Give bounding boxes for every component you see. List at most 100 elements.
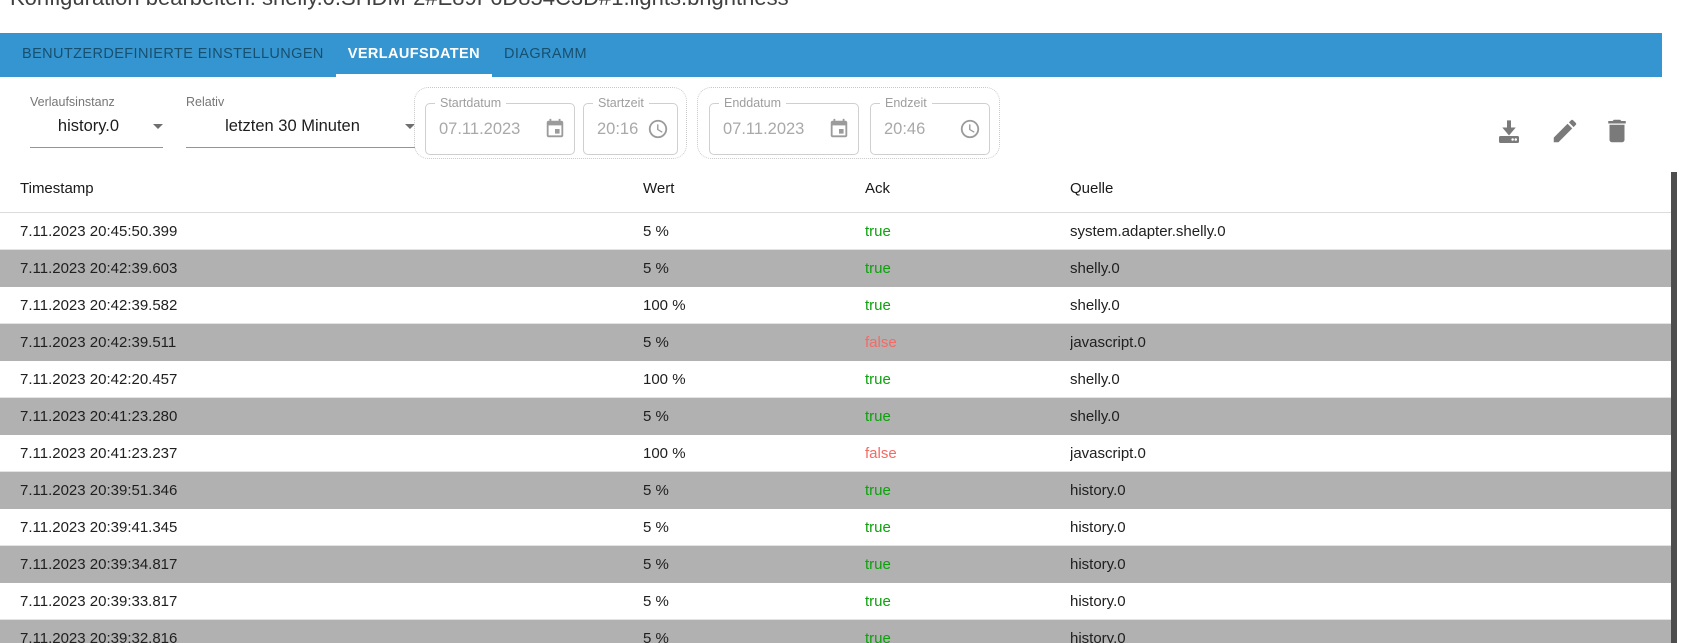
- cell-ack: true: [865, 407, 891, 425]
- edit-icon[interactable]: [1550, 116, 1580, 146]
- cell-timestamp: 7.11.2023 20:41:23.237: [20, 444, 178, 462]
- column-header-timestamp: Timestamp: [20, 180, 94, 197]
- cell-ack: false: [865, 444, 897, 462]
- cell-wert: 5 %: [643, 222, 669, 240]
- cell-wert: 5 %: [643, 407, 669, 425]
- start-date-label: Startdatum: [435, 96, 507, 111]
- table-row: 7.11.2023 20:39:34.817 5 % true history.…: [0, 546, 1677, 583]
- end-datetime-group: Enddatum 07.11.2023 Endzeit 20:46: [697, 87, 1000, 159]
- calendar-icon[interactable]: [828, 118, 850, 140]
- cell-timestamp: 7.11.2023 20:42:39.511: [20, 333, 177, 351]
- cell-quelle: shelly.0: [1070, 296, 1120, 314]
- start-date-value: 07.11.2023: [439, 119, 521, 138]
- cell-wert: 100 %: [643, 444, 686, 462]
- chevron-down-icon: [153, 124, 163, 129]
- start-time-field[interactable]: Startzeit 20:16: [583, 96, 678, 155]
- cell-timestamp: 7.11.2023 20:39:32.816: [20, 629, 178, 643]
- table-row: 7.11.2023 20:41:23.237 100 % false javas…: [0, 435, 1677, 472]
- cell-wert: 100 %: [643, 296, 686, 314]
- end-date-label: Enddatum: [719, 96, 786, 111]
- cell-quelle: history.0: [1070, 555, 1126, 573]
- history-table: Timestamp Wert Ack Quelle 7.11.2023 20:4…: [0, 165, 1677, 643]
- end-time-value: 20:46: [884, 119, 926, 138]
- cell-ack: true: [865, 259, 891, 277]
- cell-wert: 5 %: [643, 555, 669, 573]
- history-instance-value: history.0: [57, 117, 120, 135]
- cell-wert: 100 %: [643, 370, 686, 388]
- cell-ack: true: [865, 555, 891, 573]
- end-time-label: Endzeit: [880, 96, 932, 111]
- cell-quelle: history.0: [1070, 518, 1126, 536]
- end-time-field[interactable]: Endzeit 20:46: [870, 96, 990, 155]
- cell-wert: 5 %: [643, 518, 669, 536]
- cell-wert: 5 %: [643, 259, 669, 277]
- cell-quelle: javascript.0: [1070, 333, 1146, 351]
- cell-quelle: shelly.0: [1070, 407, 1120, 425]
- cell-wert: 5 %: [643, 592, 669, 610]
- cell-timestamp: 7.11.2023 20:41:23.280: [20, 407, 178, 425]
- table-row: 7.11.2023 20:39:32.816 5 % true history.…: [0, 620, 1677, 643]
- cell-ack: true: [865, 592, 891, 610]
- tab-custom-settings[interactable]: BENUTZERDEFINIERTE EINSTELLUNGEN: [22, 45, 324, 62]
- cell-wert: 5 %: [643, 481, 669, 499]
- start-time-value: 20:16: [597, 119, 639, 138]
- relative-range-select[interactable]: Relativ letzten 30 Minuten: [186, 95, 415, 148]
- relative-range-label: Relativ: [186, 95, 225, 109]
- cell-timestamp: 7.11.2023 20:42:39.582: [20, 296, 178, 314]
- table-row: 7.11.2023 20:45:50.399 5 % true system.a…: [0, 213, 1677, 250]
- column-header-ack: Ack: [865, 180, 891, 197]
- clock-icon[interactable]: [647, 118, 669, 140]
- cell-quelle: history.0: [1070, 481, 1126, 499]
- table-row: 7.11.2023 20:42:39.582 100 % true shelly…: [0, 287, 1677, 324]
- cell-timestamp: 7.11.2023 20:42:39.603: [20, 259, 178, 277]
- download-icon[interactable]: [1494, 116, 1524, 146]
- delete-icon[interactable]: [1602, 116, 1632, 146]
- history-instance-select[interactable]: Verlaufsinstanz history.0: [30, 95, 163, 148]
- cell-ack: true: [865, 629, 891, 643]
- cell-quelle: javascript.0: [1070, 444, 1146, 462]
- history-instance-label: Verlaufsinstanz: [30, 95, 115, 109]
- cell-timestamp: 7.11.2023 20:39:51.346: [20, 481, 178, 499]
- cell-quelle: shelly.0: [1070, 259, 1120, 277]
- tab-history-data[interactable]: VERLAUFSDATEN: [335, 33, 492, 77]
- page-title: Konfiguration bearbeiten: shelly.0.SHDM-…: [10, 0, 789, 11]
- vertical-scrollbar[interactable]: [1671, 172, 1677, 643]
- table-row: 7.11.2023 20:42:39.603 5 % true shelly.0: [0, 250, 1677, 287]
- table-body: 7.11.2023 20:45:50.399 5 % true system.a…: [0, 213, 1677, 643]
- table-row: 7.11.2023 20:42:39.511 5 % false javascr…: [0, 324, 1677, 361]
- cell-ack: true: [865, 296, 891, 314]
- tab-chart[interactable]: DIAGRAMM: [504, 45, 587, 62]
- start-time-label: Startzeit: [593, 96, 649, 111]
- relative-range-value: letzten 30 Minuten: [225, 117, 360, 135]
- start-datetime-group: Startdatum 07.11.2023 Startzeit 20:16: [414, 87, 687, 159]
- table-row: 7.11.2023 20:39:33.817 5 % true history.…: [0, 583, 1677, 620]
- cell-timestamp: 7.11.2023 20:39:34.817: [20, 555, 178, 573]
- table-row: 7.11.2023 20:42:20.457 100 % true shelly…: [0, 361, 1677, 398]
- table-row: 7.11.2023 20:39:51.346 5 % true history.…: [0, 472, 1677, 509]
- cell-ack: false: [865, 333, 897, 351]
- cell-timestamp: 7.11.2023 20:45:50.399: [20, 222, 178, 240]
- table-row: 7.11.2023 20:39:41.345 5 % true history.…: [0, 509, 1677, 546]
- calendar-icon[interactable]: [544, 118, 566, 140]
- start-date-field[interactable]: Startdatum 07.11.2023: [425, 96, 575, 155]
- table-row: 7.11.2023 20:41:23.280 5 % true shelly.0: [0, 398, 1677, 435]
- tab-bar: BENUTZERDEFINIERTE EINSTELLUNGEN VERLAUF…: [0, 33, 1662, 77]
- column-header-wert: Wert: [643, 180, 675, 197]
- cell-quelle: history.0: [1070, 592, 1126, 610]
- column-header-quelle: Quelle: [1070, 180, 1114, 197]
- end-date-field[interactable]: Enddatum 07.11.2023: [709, 96, 859, 155]
- chevron-down-icon: [405, 124, 415, 129]
- cell-ack: true: [865, 481, 891, 499]
- end-date-value: 07.11.2023: [723, 119, 805, 138]
- cell-ack: true: [865, 518, 891, 536]
- cell-timestamp: 7.11.2023 20:39:33.817: [20, 592, 178, 610]
- cell-timestamp: 7.11.2023 20:42:20.457: [20, 370, 178, 388]
- cell-wert: 5 %: [643, 333, 669, 351]
- cell-wert: 5 %: [643, 629, 669, 643]
- cell-timestamp: 7.11.2023 20:39:41.345: [20, 518, 178, 536]
- cell-quelle: system.adapter.shelly.0: [1070, 222, 1226, 240]
- table-header: Timestamp Wert Ack Quelle: [0, 165, 1677, 213]
- clock-icon[interactable]: [959, 118, 981, 140]
- cell-ack: true: [865, 222, 891, 240]
